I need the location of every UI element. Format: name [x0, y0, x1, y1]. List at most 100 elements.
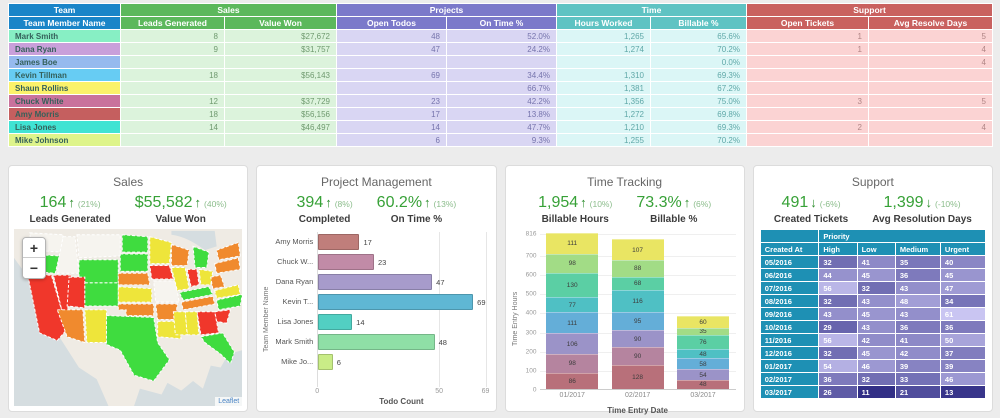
- time_tracking-metrics: 1,954 ↑ (10%) Billable Hours 73.3% ↑ (6%) Billa…: [506, 194, 744, 225]
- map-state-va[interactable]: [214, 284, 241, 299]
- map-state-ky[interactable]: [178, 286, 214, 301]
- map-state-sc[interactable]: [214, 309, 232, 324]
- heatmap-cell: 56: [818, 333, 858, 347]
- map-state-co[interactable]: [84, 282, 119, 307]
- column-header: Hours Worked: [555, 16, 651, 30]
- stack-segment[interactable]: 48: [677, 379, 730, 389]
- metric-change-percent: (-6%): [819, 199, 841, 209]
- category-label: Mike Jo...: [281, 357, 314, 366]
- map-state-nd[interactable]: [121, 234, 149, 253]
- heatmap-row: 05/2016 32 41 35 40: [759, 255, 987, 269]
- bar-row: 23: [318, 252, 485, 272]
- map-state-mi[interactable]: [192, 245, 210, 268]
- map-state-pa[interactable]: [214, 257, 241, 274]
- todo-count-bar[interactable]: [318, 294, 474, 310]
- stack-segment[interactable]: 54: [677, 369, 730, 380]
- heatmap-cell: 21: [894, 385, 941, 399]
- stacked-bar-01-2017[interactable]: 86 98 106 111 77 130 98 111 01/2017: [546, 232, 599, 399]
- map-state-sd[interactable]: [119, 253, 149, 272]
- metric: 60.2% ↑ (13%) On Time %: [377, 194, 457, 225]
- stack-segment[interactable]: 130: [546, 272, 599, 298]
- stack-segment[interactable]: 58: [677, 358, 730, 370]
- metric-value: 1,399: [883, 194, 924, 211]
- group-header-team: Team: [8, 3, 121, 17]
- heatmap-cell: 47: [939, 281, 987, 295]
- stack-segment[interactable]: 90: [611, 347, 664, 365]
- trend-down-icon: ↓: [810, 195, 817, 210]
- map-state-mt[interactable]: [76, 234, 121, 259]
- map-state-nc[interactable]: [216, 293, 243, 311]
- todo-count-bar[interactable]: [318, 254, 374, 270]
- stack-segment[interactable]: 77: [546, 297, 599, 313]
- created-at-cell: 03/2017: [759, 385, 820, 399]
- member-name-cell: Amy Morris: [8, 107, 121, 121]
- map-state-tn[interactable]: [180, 295, 216, 311]
- y-tick-label: 700: [525, 252, 537, 260]
- todo-count-bar[interactable]: [318, 234, 360, 250]
- stacked-bar-03-2017[interactable]: 48 54 58 48 76 35 60 03/2017: [677, 316, 730, 399]
- map-state-nm[interactable]: [84, 309, 107, 343]
- stack-segment[interactable]: 107: [611, 239, 664, 260]
- map-state-in[interactable]: [186, 268, 200, 288]
- todo-count-bar[interactable]: [318, 314, 353, 330]
- todo-count-bar[interactable]: [318, 274, 433, 290]
- trend-up-icon: ↑: [424, 195, 431, 210]
- stack-segment[interactable]: 35: [677, 327, 730, 335]
- stack-segment[interactable]: 106: [546, 333, 599, 354]
- stacked-bar-02-2017[interactable]: 128 90 90 95 116 68 88 107 02/2017: [611, 239, 664, 399]
- team-metrics-table: Team Sales Projects Time Support Team Member …: [8, 3, 994, 147]
- metric-cell: 1: [745, 42, 869, 56]
- map-state-fl[interactable]: [200, 332, 235, 365]
- metric-change-percent: (10%): [589, 199, 613, 209]
- heatmap-cell: 39: [894, 359, 941, 373]
- metric-cell: 48: [335, 29, 447, 43]
- map-state-oh[interactable]: [198, 268, 214, 286]
- map-state-ks[interactable]: [117, 286, 153, 303]
- map-state-wy[interactable]: [78, 259, 119, 284]
- map-state-az[interactable]: [56, 309, 86, 344]
- stack-segment[interactable]: 111: [546, 232, 599, 254]
- zoom-in-button[interactable]: +: [23, 238, 45, 258]
- metric-cell: 17: [335, 107, 447, 121]
- stack-segment[interactable]: 88: [611, 259, 664, 277]
- map-state-ca[interactable]: [27, 274, 68, 342]
- todo-count-bar[interactable]: [318, 354, 333, 370]
- map-state-wv[interactable]: [210, 274, 226, 290]
- stack-segment[interactable]: 98: [546, 353, 599, 373]
- stack-segment[interactable]: 128: [611, 364, 664, 389]
- map-state-ia[interactable]: [149, 265, 175, 280]
- stack-segment[interactable]: 111: [546, 312, 599, 334]
- leaflet-attribution-link[interactable]: Leaflet: [215, 397, 243, 406]
- map-state-mo[interactable]: [153, 280, 180, 303]
- stack-segment[interactable]: 68: [611, 276, 664, 290]
- map-state-ms[interactable]: [172, 311, 188, 336]
- metric-value-line: 394 ↑ (8%): [297, 194, 353, 212]
- heatmap-cell: 41: [856, 255, 896, 269]
- zoom-out-button[interactable]: −: [23, 258, 45, 278]
- column-header: Value Won: [223, 16, 337, 30]
- stack-segment[interactable]: 90: [611, 330, 664, 348]
- stack-segment[interactable]: 76: [677, 334, 730, 350]
- metric-cell: $27,672: [223, 29, 337, 43]
- stack-segment[interactable]: 48: [677, 349, 730, 359]
- map-state-ga[interactable]: [196, 311, 220, 336]
- map-state-ny[interactable]: [216, 241, 241, 261]
- map-state-mn[interactable]: [149, 236, 172, 265]
- stack-segment[interactable]: 86: [546, 372, 599, 389]
- map-state-ut[interactable]: [66, 276, 86, 309]
- map-state-tx[interactable]: [105, 315, 171, 382]
- map-state-ne[interactable]: [117, 272, 151, 286]
- heatmap-cell: 37: [939, 346, 987, 360]
- metric-cell: 34.4%: [445, 68, 557, 82]
- us-choropleth-map[interactable]: + − Leaflet: [14, 229, 243, 406]
- map-state-wi[interactable]: [170, 243, 190, 267]
- stack-segment[interactable]: 98: [546, 253, 599, 273]
- stack-segment[interactable]: 95: [611, 311, 664, 331]
- metric-cell: 5: [867, 29, 994, 43]
- stack-segment[interactable]: 116: [611, 289, 664, 312]
- stack-segment[interactable]: 60: [677, 316, 730, 328]
- map-state-id[interactable]: [56, 236, 80, 274]
- todo-count-bar[interactable]: [318, 334, 435, 350]
- map-state-ar[interactable]: [155, 303, 178, 320]
- heatmap-cell: 36: [818, 372, 858, 386]
